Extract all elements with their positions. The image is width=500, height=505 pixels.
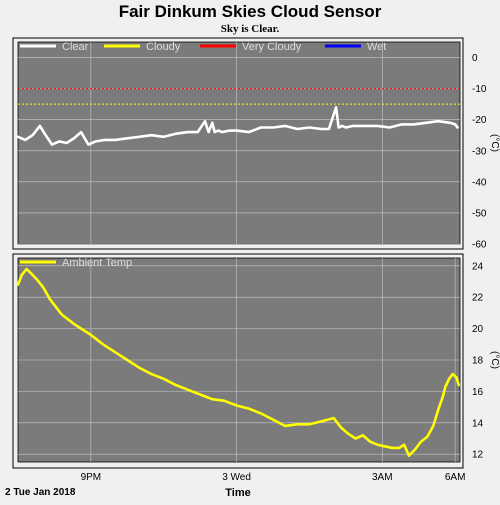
plot1-background bbox=[17, 41, 461, 245]
plot2-y-tick-label: 20 bbox=[472, 324, 484, 335]
series-line-ambient-temp bbox=[16, 267, 461, 458]
plot2-y-tick-label: 16 bbox=[472, 387, 484, 398]
plot2-series bbox=[16, 267, 461, 458]
plot2-y-tick-label: 12 bbox=[472, 450, 484, 461]
series-line-clear bbox=[16, 106, 459, 146]
panel2-frame bbox=[12, 253, 464, 469]
plot2-y-axis-label: (°C) bbox=[489, 351, 500, 369]
plot2-y-tick-label: 18 bbox=[472, 356, 484, 367]
chart-title: Fair Dinkum Skies Cloud Sensor bbox=[119, 2, 382, 21]
sky-temperature-panel: Clear Cloudy Very Cloudy Wet 0 -10 -20 -30 -40 -… bbox=[12, 37, 500, 251]
plot1-thresholds bbox=[18, 88, 460, 105]
x-tick-label: 6AM bbox=[445, 472, 466, 483]
ambient-temperature-panel: Ambient Temp 12 14 16 18 20 22 24 (°C) 9PM 3 We… bbox=[12, 253, 500, 483]
plot1-y-tick-label: 0 bbox=[472, 53, 478, 64]
plot2-y-tick-label: 22 bbox=[472, 293, 484, 304]
plot1-y-tick-label: -50 bbox=[472, 208, 487, 219]
plot1-y-tick-label: -40 bbox=[472, 177, 487, 188]
plot1-y-tick-label: -10 bbox=[472, 84, 487, 95]
plot1-y-ticks: 0 -10 -20 -30 -40 -50 -60 bbox=[472, 53, 487, 250]
x-axis-title: Time bbox=[225, 487, 250, 499]
plot2-legend: Ambient Temp bbox=[20, 257, 132, 269]
x-tick-label: 3AM bbox=[372, 472, 393, 483]
plot2-x-ticks: 9PM 3 Wed 3AM 6AM bbox=[81, 472, 466, 483]
legend-label-clear: Clear bbox=[62, 41, 89, 53]
plot2-y-tick-label: 14 bbox=[472, 418, 484, 429]
date-label: 2 Tue Jan 2018 bbox=[5, 487, 76, 498]
plot2-grid bbox=[18, 258, 460, 462]
plot1-legend: Clear Cloudy Very Cloudy Wet bbox=[20, 41, 386, 53]
plot2-y-ticks: 12 14 16 18 20 22 24 bbox=[472, 261, 484, 460]
plot1-y-tick-label: -20 bbox=[472, 115, 487, 126]
plot1-y-axis-label: (°C) bbox=[489, 134, 500, 152]
legend-label-wet: Wet bbox=[367, 41, 386, 53]
plot1-y-tick-label: -30 bbox=[472, 146, 487, 157]
legend-label-cloudy: Cloudy bbox=[146, 41, 181, 53]
plot2-y-tick-label: 24 bbox=[472, 261, 484, 272]
legend-label-ambient-temp: Ambient Temp bbox=[62, 257, 132, 269]
chart-subtitle: Sky is Clear. bbox=[221, 23, 280, 35]
x-tick-label: 3 Wed bbox=[222, 472, 251, 483]
x-tick-label: 9PM bbox=[81, 472, 102, 483]
plot1-y-tick-label: -60 bbox=[472, 240, 487, 251]
panel1-frame bbox=[12, 37, 464, 250]
plot1-series bbox=[16, 106, 459, 146]
legend-label-very-cloudy: Very Cloudy bbox=[242, 41, 302, 53]
